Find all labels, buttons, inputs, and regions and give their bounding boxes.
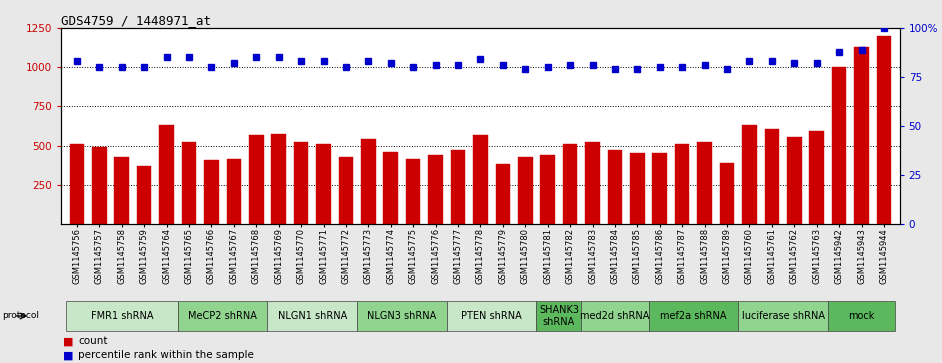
Bar <box>473 135 488 224</box>
Text: ■: ■ <box>63 337 73 346</box>
Bar <box>204 160 219 224</box>
Bar <box>630 153 644 224</box>
Bar <box>406 159 420 224</box>
Text: PTEN shRNA: PTEN shRNA <box>462 311 522 321</box>
Bar <box>429 155 443 224</box>
Text: mef2a shRNA: mef2a shRNA <box>660 311 726 321</box>
Bar <box>317 144 331 224</box>
Bar <box>787 137 802 224</box>
Text: percentile rank within the sample: percentile rank within the sample <box>78 350 254 360</box>
Bar <box>562 144 577 224</box>
Bar <box>585 142 600 224</box>
Bar <box>227 159 241 224</box>
Bar <box>877 36 891 224</box>
Text: NLGN3 shRNA: NLGN3 shRNA <box>367 311 436 321</box>
Bar <box>608 150 623 224</box>
Text: FMR1 shRNA: FMR1 shRNA <box>90 311 153 321</box>
Bar <box>832 67 846 224</box>
Bar <box>137 166 152 224</box>
Text: protocol: protocol <box>2 311 39 321</box>
Bar <box>765 129 779 224</box>
Text: SHANK3
shRNA: SHANK3 shRNA <box>539 305 579 327</box>
Bar <box>674 144 690 224</box>
Bar <box>653 154 667 224</box>
Text: GDS4759 / 1448971_at: GDS4759 / 1448971_at <box>61 14 211 27</box>
Text: luciferase shRNA: luciferase shRNA <box>741 311 824 321</box>
Text: mock: mock <box>849 311 875 321</box>
Bar <box>271 134 286 224</box>
Text: med2d shRNA: med2d shRNA <box>580 311 650 321</box>
Bar <box>495 164 511 224</box>
Text: count: count <box>78 337 107 346</box>
Bar <box>249 135 264 224</box>
Bar <box>697 142 712 224</box>
Bar <box>809 131 824 224</box>
Bar <box>541 155 555 224</box>
Bar <box>294 142 308 224</box>
Bar <box>70 144 84 224</box>
Bar <box>720 163 734 224</box>
Bar <box>518 156 532 224</box>
Bar <box>361 139 376 224</box>
Text: MeCP2 shRNA: MeCP2 shRNA <box>188 311 257 321</box>
Bar <box>450 150 465 224</box>
Bar <box>159 125 174 224</box>
Bar <box>115 156 129 224</box>
Bar <box>742 125 756 224</box>
Bar <box>383 152 398 224</box>
Bar <box>338 156 353 224</box>
Text: NLGN1 shRNA: NLGN1 shRNA <box>278 311 347 321</box>
Bar <box>854 47 869 224</box>
Bar <box>182 142 196 224</box>
Bar <box>92 147 106 224</box>
Text: ■: ■ <box>63 350 73 360</box>
